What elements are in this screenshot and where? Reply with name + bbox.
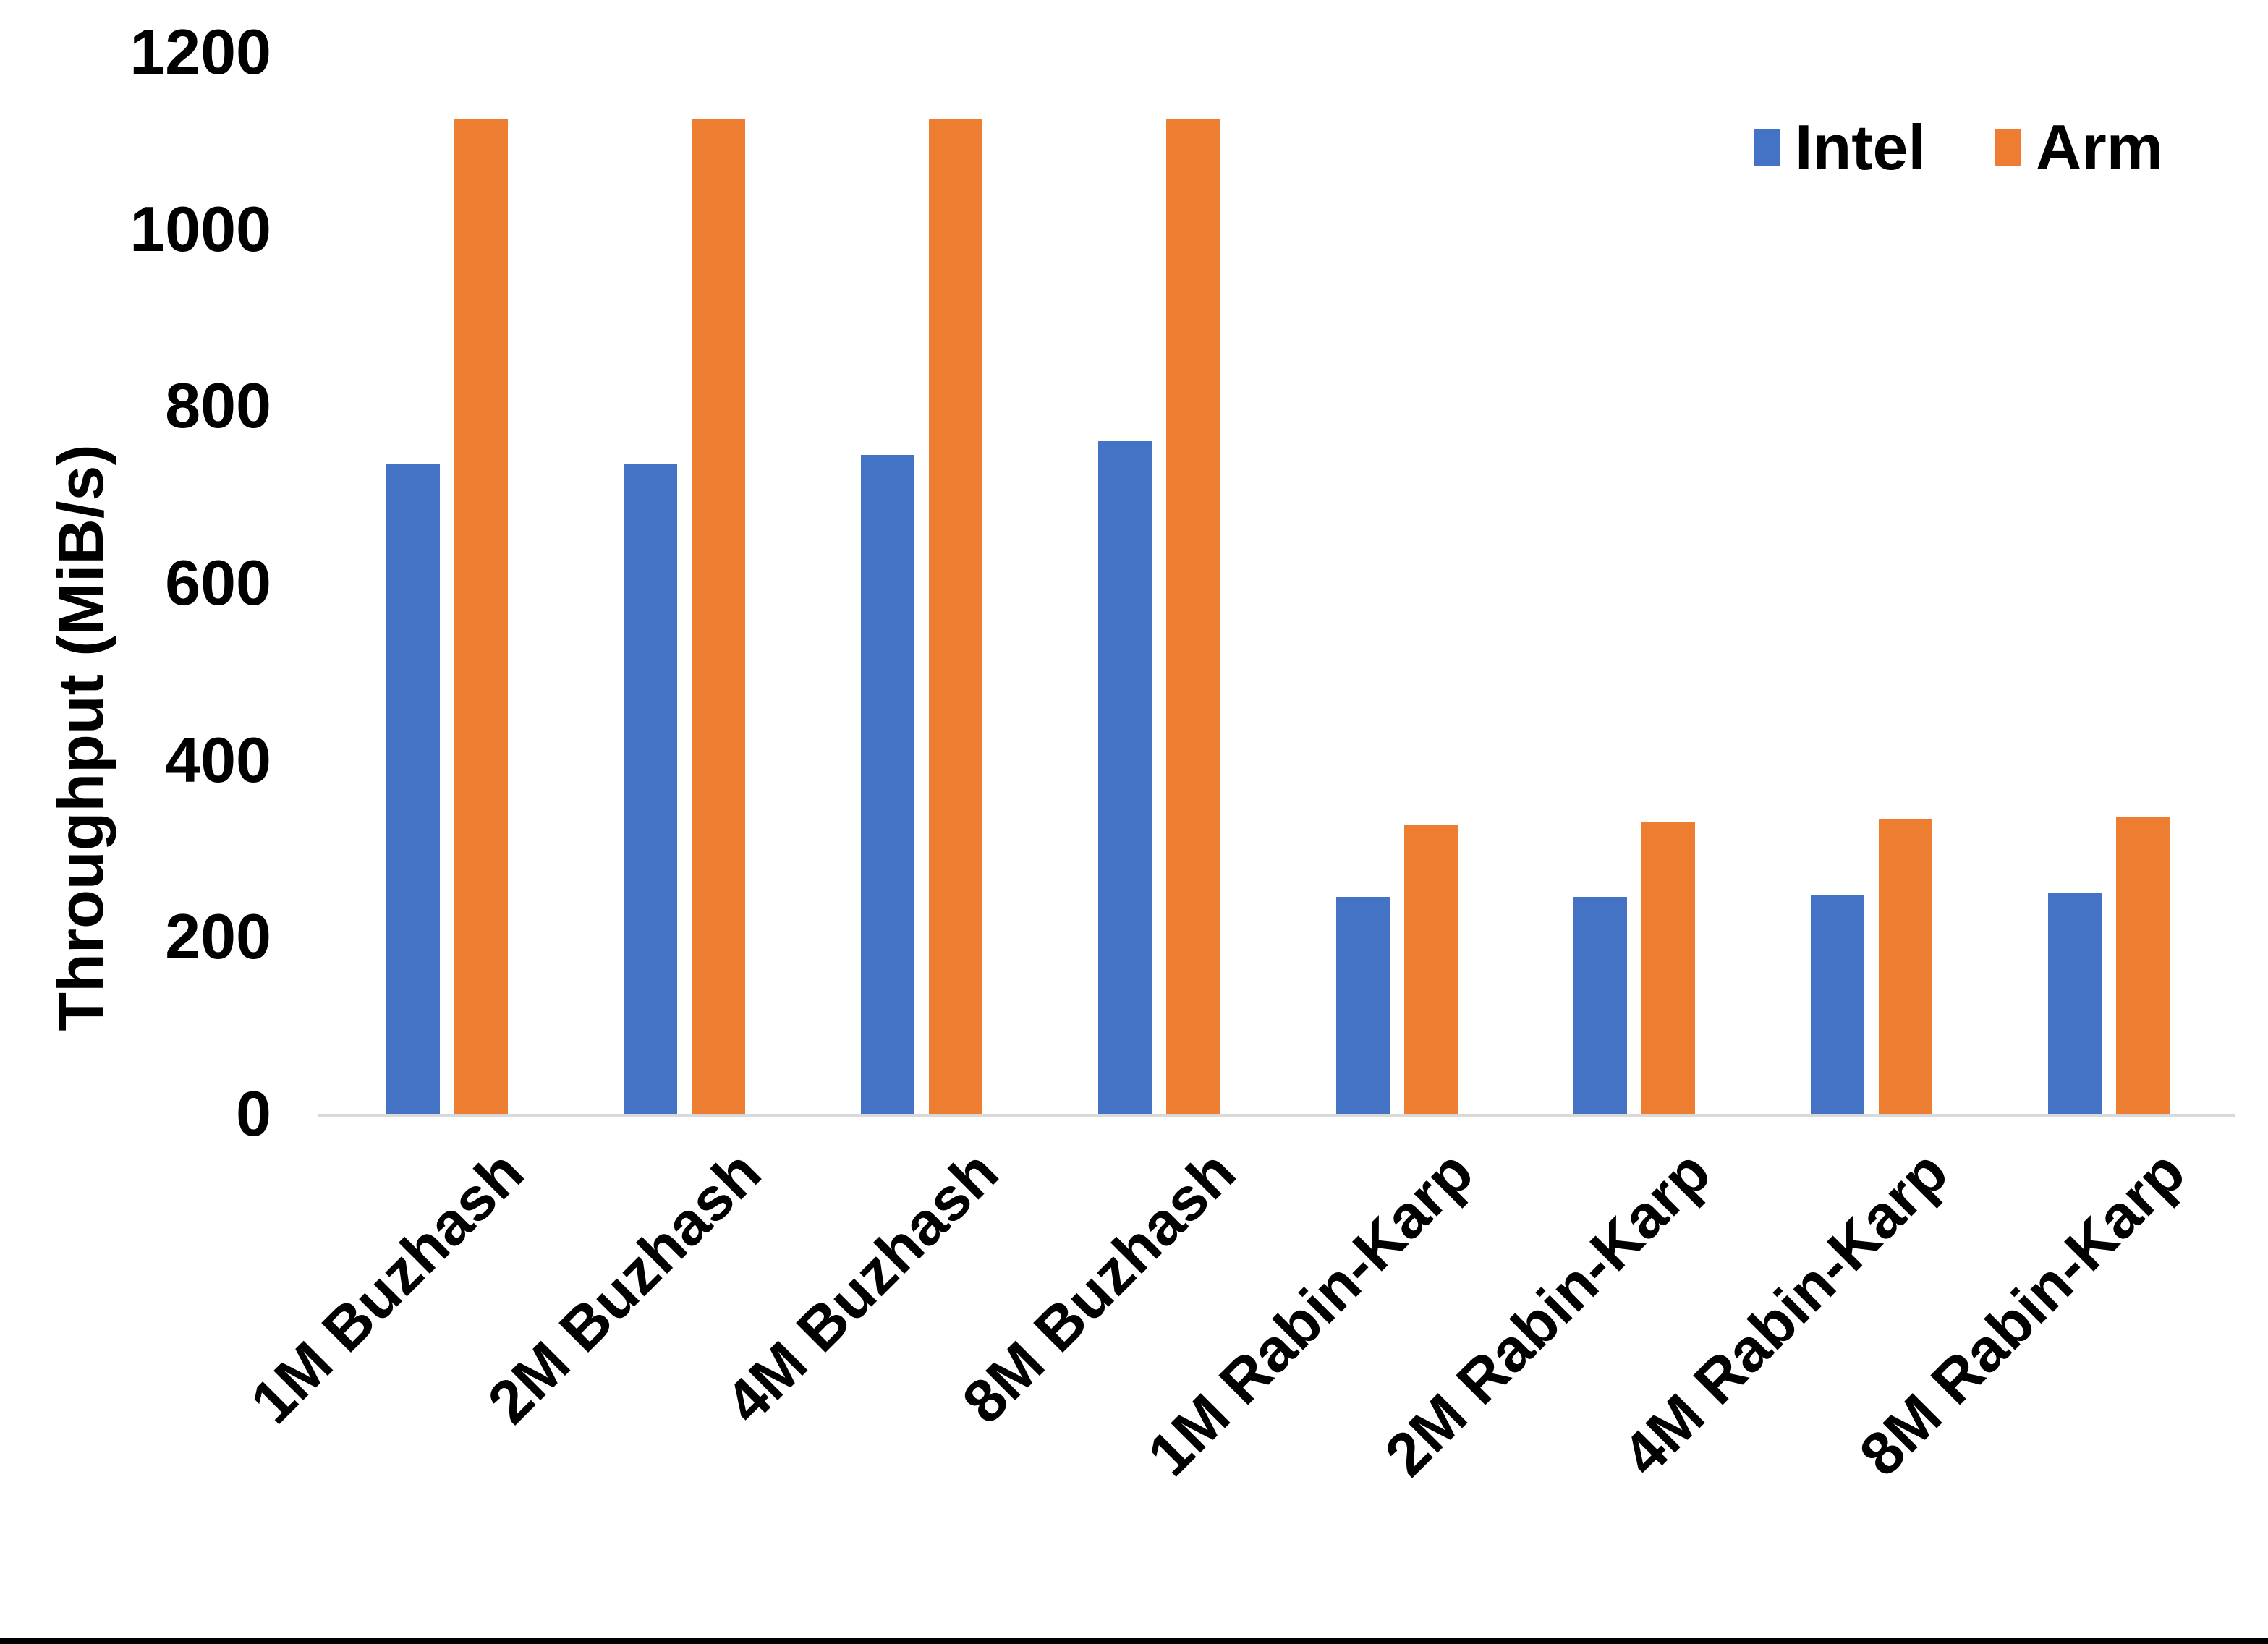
y-tick-label: 400 — [165, 723, 271, 796]
bar-intel-1m-rabin-karp — [1335, 897, 1390, 1114]
y-tick-label: 1000 — [129, 192, 271, 265]
bar-arm-8m-buzhash — [1166, 118, 1220, 1114]
bar-intel-8m-buzhash — [1098, 441, 1152, 1114]
bar-intel-2m-buzhash — [624, 463, 678, 1114]
y-tick-label: 0 — [236, 1078, 271, 1149]
legend: Intel Arm — [1754, 116, 2163, 179]
bar-intel-4m-buzhash — [861, 454, 915, 1114]
bar-arm-1m-buzhash — [454, 118, 508, 1114]
bar-arm-1m-rabin-karp — [1403, 824, 1458, 1114]
bar-arm-2m-buzhash — [692, 118, 746, 1114]
bar-arm-8m-rabin-karp — [2115, 817, 2170, 1114]
y-tick-label: 800 — [165, 370, 271, 442]
legend-item-arm: Arm — [1995, 116, 2163, 179]
bar-arm-4m-rabin-karp — [1878, 819, 1932, 1114]
legend-swatch-arm-icon — [1995, 129, 2021, 166]
bar-arm-2m-rabin-karp — [1641, 822, 1695, 1114]
legend-swatch-intel-icon — [1754, 129, 1780, 166]
x-axis-line — [318, 1114, 2235, 1117]
bar-intel-4m-rabin-karp — [1810, 894, 1864, 1114]
legend-label-intel: Intel — [1795, 111, 1926, 183]
y-tick-label: 200 — [165, 900, 271, 973]
bar-intel-8m-rabin-karp — [2047, 893, 2102, 1114]
bar-intel-2m-rabin-karp — [1573, 897, 1627, 1114]
bar-intel-1m-buzhash — [386, 463, 440, 1114]
legend-item-intel: Intel — [1754, 116, 1926, 179]
legend-label-arm: Arm — [2035, 111, 2163, 183]
image-bottom-border — [0, 1638, 2268, 1644]
bar-arm-4m-buzhash — [929, 118, 983, 1114]
y-tick-label: 600 — [165, 547, 271, 618]
y-tick-label: 1200 — [129, 16, 271, 88]
